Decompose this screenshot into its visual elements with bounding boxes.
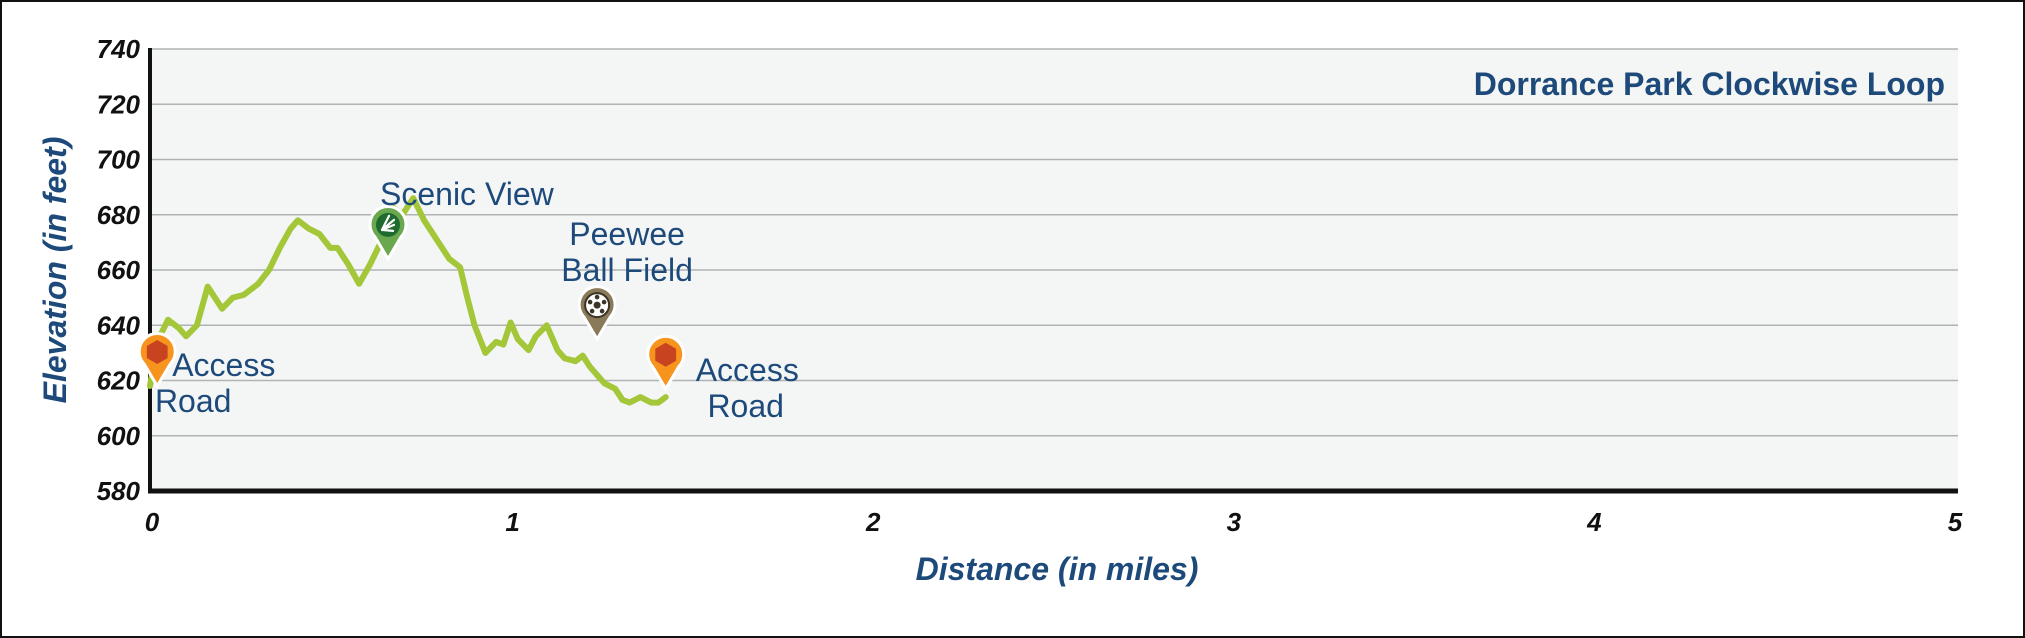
y-tick-label: 660	[97, 255, 141, 285]
waypoint-label: Access	[696, 352, 799, 388]
elevation-profile-line	[147, 195, 669, 406]
ball-field-marker-icon	[577, 285, 617, 343]
waypoint-label: Ball Field	[561, 252, 693, 288]
waypoint-label: Peewee	[569, 216, 685, 252]
y-tick-labels: 580 600 620 640 660 680 700 720 740	[97, 34, 141, 506]
x-tick-label: 4	[1586, 507, 1602, 537]
chart-title: Dorrance Park Clockwise Loop	[1474, 66, 1945, 102]
y-tick-label: 680	[97, 200, 141, 230]
x-tick-labels: 0 1 2 3 4 5	[145, 507, 1963, 537]
gridlines	[150, 48, 1958, 437]
x-tick-label: 5	[1948, 507, 1963, 537]
x-tick-label: 0	[145, 507, 160, 537]
trailhead-marker-icon	[646, 334, 686, 392]
y-tick-label: 720	[97, 89, 141, 119]
waypoint-label: Access	[172, 347, 275, 383]
x-axis-title: Distance (in miles)	[916, 551, 1199, 587]
y-axis-title: Elevation (in feet)	[37, 137, 73, 404]
waypoint-label: Road	[707, 388, 784, 424]
trailhead-marker-icon	[137, 332, 177, 389]
waypoint-label: Scenic View	[380, 176, 555, 212]
y-tick-label: 600	[97, 421, 141, 451]
y-tick-label: 740	[97, 34, 141, 64]
y-tick-label: 580	[97, 476, 141, 506]
waypoint-label: Road	[155, 383, 232, 419]
x-tick-label: 2	[865, 507, 881, 537]
y-tick-label: 620	[97, 366, 141, 396]
scenic-view-marker-icon	[368, 204, 408, 262]
x-tick-label: 1	[505, 507, 519, 537]
y-tick-label: 640	[97, 310, 141, 340]
y-tick-label: 700	[97, 145, 141, 175]
x-tick-label: 3	[1227, 507, 1242, 537]
